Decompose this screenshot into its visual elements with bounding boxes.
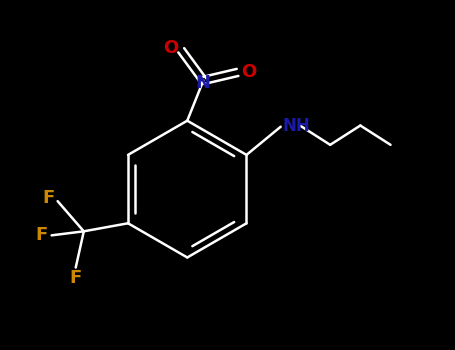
Text: F: F bbox=[35, 226, 47, 244]
Text: O: O bbox=[163, 39, 179, 57]
Text: F: F bbox=[70, 269, 82, 287]
Text: O: O bbox=[241, 63, 257, 80]
Text: F: F bbox=[43, 189, 55, 207]
Text: NH: NH bbox=[283, 117, 310, 134]
Text: N: N bbox=[196, 74, 211, 92]
